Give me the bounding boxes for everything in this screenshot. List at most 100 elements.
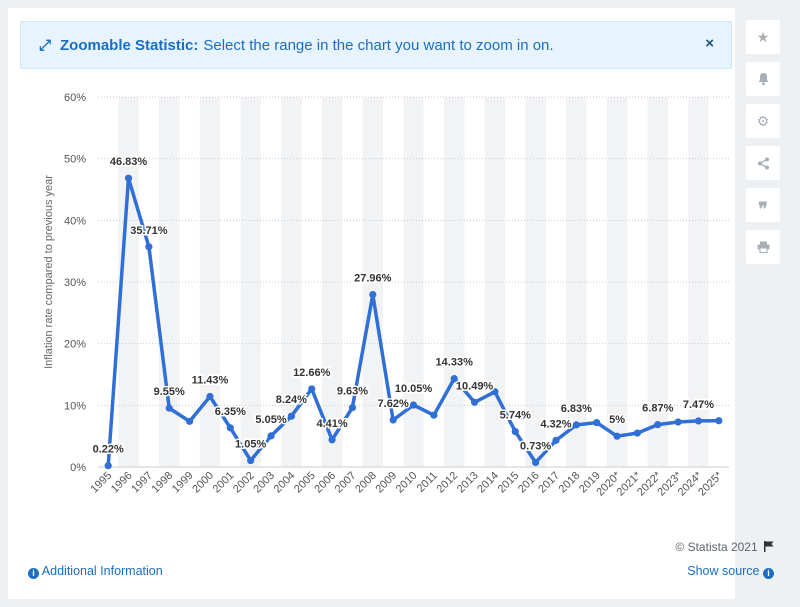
data-point	[532, 458, 540, 467]
data-label: 9.55%	[154, 386, 185, 398]
data-label: 6.35%	[215, 406, 246, 418]
data-label: 9.63%	[337, 386, 368, 398]
x-tick-label: 2017	[536, 470, 562, 496]
x-tick-label: 2016	[516, 470, 542, 496]
data-point	[348, 404, 357, 412]
x-tick-label: 2013	[455, 470, 481, 496]
data-point	[430, 411, 438, 419]
x-tick-label: 2002	[231, 470, 257, 496]
data-point	[247, 456, 255, 465]
credit: © Statista 2021	[675, 540, 774, 554]
close-icon[interactable]: ×	[705, 35, 714, 52]
favorite-button[interactable]: ★	[746, 20, 780, 54]
x-tick-label: 2006	[312, 470, 338, 496]
data-point	[715, 417, 723, 425]
band	[647, 97, 668, 467]
data-label: 0.73%	[520, 440, 551, 452]
share-button[interactable]	[746, 146, 780, 180]
band	[281, 97, 302, 467]
x-tick-label: 1996	[109, 470, 135, 496]
x-tick-label: 2005	[292, 470, 318, 496]
flag-icon[interactable]	[764, 541, 774, 552]
gear-icon: ⚙	[756, 112, 770, 129]
data-point	[369, 290, 377, 299]
data-point	[491, 388, 499, 396]
data-label: 6.83%	[561, 403, 592, 415]
x-axis-ticks: 1995199619971998199920002001200220032004…	[89, 469, 726, 498]
data-label: 27.96%	[354, 273, 392, 285]
print-button[interactable]	[746, 230, 780, 264]
y-tick-label: 20%	[64, 339, 86, 351]
data-point	[165, 404, 173, 412]
bell-icon	[758, 73, 768, 86]
banner-text: Select the range in the chart you want t…	[203, 36, 554, 54]
data-label: 6.87%	[642, 403, 673, 415]
info-icon: i	[28, 568, 39, 579]
data-point	[633, 429, 642, 437]
zoom-banner: ⤢ Zoomable Statistic: Select the range i…	[20, 21, 732, 69]
info-icon: i	[763, 568, 774, 579]
x-tick-label: 1997	[129, 470, 155, 496]
y-tick-label: 10%	[64, 400, 86, 412]
data-point	[226, 424, 234, 432]
band	[240, 97, 261, 467]
data-point	[206, 392, 214, 401]
data-label: 10.49%	[456, 380, 494, 392]
data-label: 4.41%	[316, 418, 347, 430]
data-point	[287, 412, 295, 420]
data-point	[185, 417, 194, 425]
data-point	[552, 436, 560, 444]
data-label: 14.33%	[436, 357, 474, 369]
x-tick-label: 2007	[333, 470, 359, 496]
data-points	[104, 174, 723, 470]
y-axis-ticks: 0% 10% 20% 30% 40% 50% 60%	[64, 92, 86, 474]
x-tick-label: 2015	[496, 470, 522, 496]
data-label: 46.83%	[110, 156, 148, 168]
data-point	[308, 385, 316, 393]
x-tick-label: 2014	[475, 470, 501, 496]
additional-information-link[interactable]: i Additional Information	[28, 564, 163, 579]
x-tick-label: 2009	[373, 470, 399, 496]
data-label: 7.62%	[378, 398, 409, 410]
band	[525, 97, 546, 467]
cite-button[interactable]: ❞	[746, 188, 780, 222]
data-point	[124, 174, 133, 182]
data-label: 0.22%	[93, 444, 124, 456]
show-source-link[interactable]: Show source i	[687, 564, 774, 579]
data-point	[145, 243, 153, 251]
data-point	[328, 436, 336, 444]
data-labels: 0.22% 46.83% 35.71% 9.55% 11.43% 6.35% 1.05% 5.…	[91, 155, 716, 457]
y-tick-label: 0%	[70, 462, 86, 474]
x-tick-label: 1998	[150, 470, 176, 496]
y-tick-label: 40%	[64, 215, 86, 227]
data-point	[470, 398, 479, 406]
print-icon	[757, 241, 769, 253]
data-label: 5.74%	[500, 410, 531, 422]
notification-button[interactable]	[746, 62, 780, 96]
data-point	[694, 417, 703, 425]
data-point	[267, 432, 275, 440]
data-point	[409, 401, 418, 409]
data-point	[593, 419, 601, 427]
banner-title: Zoomable Statistic:	[60, 36, 199, 54]
x-tick-label: 2011	[415, 470, 440, 495]
data-point	[674, 418, 682, 426]
band	[566, 97, 587, 467]
x-tick-label: 2018	[557, 470, 583, 496]
expand-icon: ⤢	[39, 36, 52, 54]
data-label: 5%	[609, 414, 625, 426]
data-point	[572, 421, 580, 429]
data-label: 8.24%	[276, 394, 307, 406]
background-bands	[118, 97, 709, 467]
x-tick-label: 2012	[435, 470, 461, 496]
settings-button[interactable]: ⚙	[746, 104, 780, 138]
data-label: 1.05%	[235, 439, 266, 451]
data-label: 10.05%	[395, 383, 433, 395]
data-point	[104, 462, 112, 470]
share-icon	[757, 157, 769, 169]
x-tick-label: 1995	[89, 470, 115, 496]
x-tick-label: 2008	[353, 470, 379, 496]
x-tick-label: 2010	[394, 470, 420, 496]
y-tick-label: 50%	[64, 154, 86, 166]
